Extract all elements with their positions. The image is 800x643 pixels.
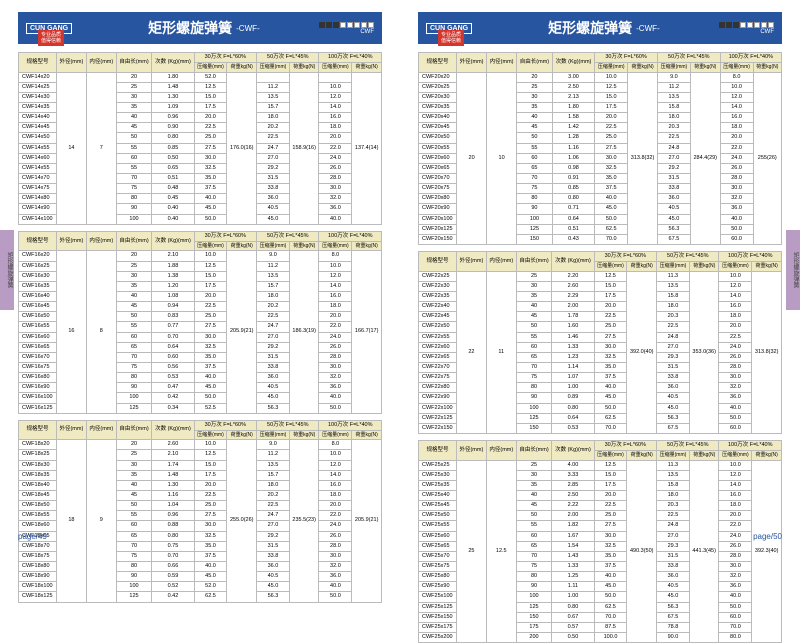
- spec-table: 规格型号外径(mm)内径(mm)自由长(mm) 次数 (Kg)(mm) 30万次…: [418, 52, 782, 245]
- header-right-block: CUN GANG 专业品质值得信赖 矩形螺旋弹簧 -CWF- CWF: [418, 12, 782, 44]
- header-right: CWF: [719, 22, 774, 35]
- page-left: CUN GANG 专业品质值得信赖 矩形螺旋弹簧 -CWF- CWF 规格型号外…: [0, 0, 400, 545]
- header-code: CWF: [760, 29, 774, 35]
- table-row: CWF14x20147201.8052.0176.0(16)158.9(16)1…: [19, 72, 382, 82]
- badge: 专业品质值得信赖: [38, 30, 64, 46]
- table-row: CWF20x202010203.0010.0313.8(32)9.0284.4(…: [419, 72, 782, 82]
- spec-table: 规格型号外径(mm)内径(mm)自由长(mm) 次数 (Kg)(mm) 30万次…: [418, 251, 782, 434]
- spec-table: 规格型号外径(mm)内径(mm)自由长(mm) 次数 (Kg)(mm) 30万次…: [418, 440, 782, 643]
- page-number-left: page/49: [18, 532, 47, 541]
- spec-table: 规格型号外径(mm)内径(mm)自由长(mm) 次数 (Kg)(mm) 30万次…: [18, 420, 382, 603]
- header-right: CWF: [319, 22, 374, 35]
- barcode-icon: [319, 22, 374, 28]
- page-subtitle: -CWF-: [636, 24, 660, 33]
- badge: 专业品质值得信赖: [438, 30, 464, 46]
- page-subtitle: -CWF-: [236, 24, 260, 33]
- barcode-icon: [719, 22, 774, 28]
- page-number-right: page/50: [753, 532, 782, 541]
- table-row: CWF18x20189202.6010.0255.0(26)9.0235.5(2…: [19, 440, 382, 450]
- page-title: 矩形螺旋弹簧: [548, 18, 632, 38]
- table-row: CWF16x20168202.1010.0205.9(21)9.0186.3(1…: [19, 251, 382, 261]
- header-code: CWF: [360, 29, 374, 35]
- header-left: CUN GANG 专业品质值得信赖 矩形螺旋弹簧 -CWF- CWF: [18, 12, 382, 44]
- spec-table: 规格型号外径(mm)内径(mm)自由长(mm) 次数 (Kg)(mm) 30万次…: [18, 231, 382, 414]
- side-tab-right: 矩形螺旋弹簧: [786, 230, 800, 310]
- table-row: CWF22x252211252.2012.5392.0(40)11.3353.0…: [419, 271, 782, 281]
- page-title: 矩形螺旋弹簧: [148, 18, 232, 38]
- page-right: CUN GANG 专业品质值得信赖 矩形螺旋弹簧 -CWF- CWF 规格型号外…: [400, 0, 800, 545]
- table-row: CWF25x252512.5254.0012.5490.3(50)11.3441…: [419, 460, 782, 470]
- spec-table: 规格型号外径(mm)内径(mm)自由长(mm) 次数 (Kg)(mm) 30万次…: [18, 52, 382, 225]
